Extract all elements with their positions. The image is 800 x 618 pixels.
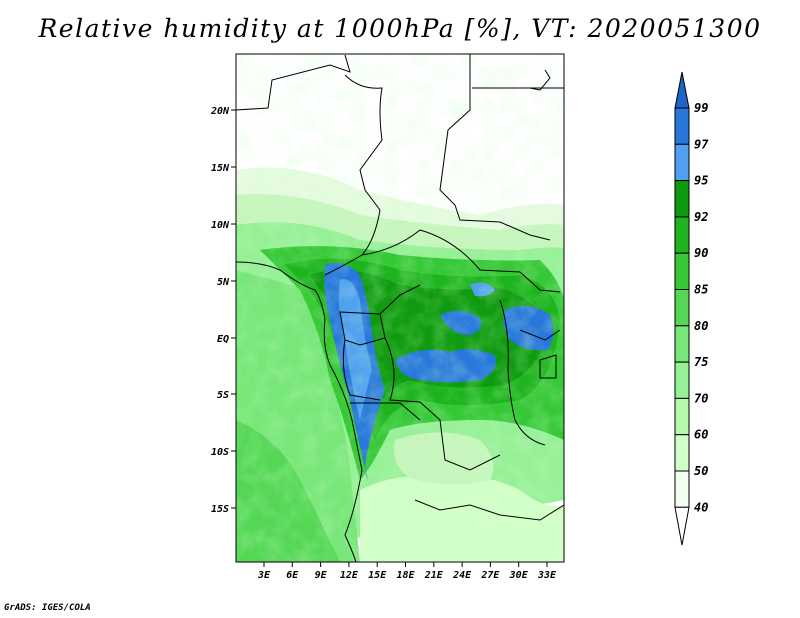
map-frame	[235, 53, 565, 563]
colorbar-level-label: 92	[694, 210, 708, 224]
lat-tick-label: 15S	[211, 504, 229, 515]
colorbar-swatch	[674, 107, 690, 145]
colorbar-swatch	[674, 397, 690, 436]
lon-tick-label: 24E	[452, 570, 472, 581]
lon-tick-label: 9E	[315, 570, 328, 581]
colorbar-swatch	[674, 470, 690, 508]
lat-tick-label: EQ	[217, 334, 229, 345]
colorbar-level-label: 75	[694, 355, 708, 369]
colorbar-swatch	[674, 434, 690, 472]
lon-tick-label: 18E	[396, 570, 415, 581]
colorbar-level-label: 85	[694, 283, 708, 297]
humidity-field	[236, 54, 564, 562]
colorbar-bottom-arrow	[674, 506, 690, 546]
colorbar-level-label: 70	[694, 391, 708, 405]
lon-tick-label: 33E	[537, 570, 557, 581]
colorbar-level-label: 80	[694, 319, 708, 333]
colorbar-level-label: 60	[694, 428, 708, 442]
lon-tick-label: 6E	[286, 570, 299, 581]
lat-tick-label: 5S	[217, 390, 229, 401]
colorbar: 99 97 95 92 90 85 80 75 70 60 50 40	[674, 71, 709, 546]
colorbar-swatch	[674, 143, 690, 182]
lon-tick-label: 15E	[368, 570, 387, 581]
colorbar-swatch	[674, 361, 690, 399]
lon-tick-label: 12E	[340, 570, 359, 581]
lat-tick-label: 15N	[211, 163, 230, 174]
colorbar-level-label: 95	[694, 174, 708, 188]
lon-tick-label: 3E	[257, 570, 271, 581]
colorbar-level-label: 90	[694, 246, 708, 260]
lat-tick-label: 10S	[211, 447, 229, 458]
lat-tick-label: 20N	[210, 106, 230, 117]
lat-tick-label: 10N	[211, 220, 230, 231]
lon-tick-label: 21E	[424, 570, 444, 581]
colorbar-level-label: 97	[694, 137, 709, 151]
map-title: Relative humidity at 1000hPa [%], VT: 20…	[38, 14, 762, 43]
colorbar-swatch	[674, 289, 690, 327]
colorbar-swatch	[674, 180, 690, 218]
coastlines-borders	[236, 54, 564, 562]
colorbar-level-label: 40	[694, 500, 708, 514]
grads-credit: GrADS: IGES/COLA	[4, 603, 91, 613]
colorbar-level-label: 99	[694, 101, 708, 115]
colorbar-top-arrow	[674, 71, 690, 109]
colorbar-level-label: 50	[694, 464, 708, 478]
lat-tick-label: 5N	[217, 277, 230, 288]
latitude-ticks: 20N 15N 10N 5N EQ 5S 10S 15S	[210, 106, 236, 515]
colorbar-swatch	[674, 216, 690, 254]
lon-tick-label: 30E	[509, 570, 529, 581]
colorbar-swatch	[674, 325, 690, 363]
colorbar-swatch	[674, 252, 690, 290]
longitude-ticks: 3E 6E 9E 12E 15E 18E 21E 24E 27E 30E 33E	[257, 562, 557, 581]
lon-tick-label: 27E	[480, 570, 500, 581]
